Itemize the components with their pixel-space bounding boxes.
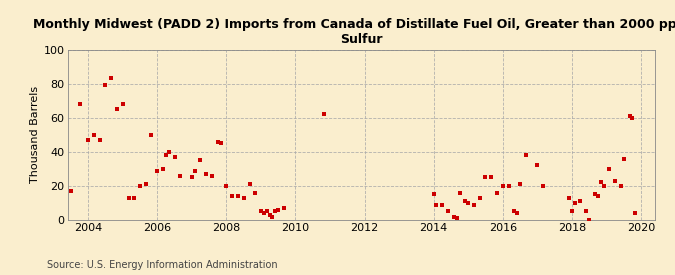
Point (232, 194, 243, 198)
Point (250, 191, 261, 195)
Point (175, 174, 186, 178)
Point (140, 182, 151, 186)
Point (593, 194, 603, 198)
Point (598, 184, 609, 188)
Point (270, 209, 281, 214)
Y-axis label: Thousand Barrels: Thousand Barrels (30, 86, 40, 183)
Point (514, 182, 525, 186)
Point (146, 133, 157, 137)
Point (189, 168, 200, 173)
Point (475, 196, 485, 200)
Point (497, 184, 508, 188)
Point (186, 175, 197, 180)
Point (448, 214, 459, 219)
Point (463, 201, 474, 205)
Point (509, 209, 520, 214)
Point (564, 196, 574, 200)
Point (575, 199, 586, 204)
Point (273, 208, 284, 212)
Point (566, 209, 577, 214)
Point (124, 196, 134, 200)
Point (100, 83, 111, 87)
Point (221, 184, 232, 188)
Point (261, 209, 272, 214)
Point (627, 116, 638, 120)
Point (616, 184, 626, 188)
Point (111, 107, 122, 111)
Point (595, 180, 606, 185)
Point (618, 156, 629, 161)
Point (491, 191, 502, 195)
Point (129, 196, 140, 200)
Point (201, 172, 212, 176)
Point (610, 178, 620, 183)
Point (195, 158, 206, 163)
Point (443, 209, 454, 214)
Point (65, 189, 76, 193)
Point (207, 174, 217, 178)
Point (256, 209, 267, 214)
Point (213, 139, 223, 144)
Point (431, 202, 442, 207)
Point (227, 194, 238, 198)
Point (584, 218, 595, 222)
Point (267, 214, 277, 219)
Point (532, 163, 543, 168)
Point (163, 150, 174, 154)
Point (512, 211, 522, 215)
Point (83, 138, 94, 142)
Point (88, 133, 99, 137)
Point (454, 191, 465, 195)
Point (630, 211, 641, 215)
Point (319, 112, 329, 117)
Point (95, 138, 105, 142)
Point (437, 202, 448, 207)
Point (486, 175, 497, 180)
Point (279, 206, 290, 210)
Point (106, 76, 117, 81)
Point (264, 213, 275, 217)
Point (569, 201, 580, 205)
Point (158, 167, 169, 171)
Point (117, 102, 128, 106)
Title: Monthly Midwest (PADD 2) Imports from Canada of Distillate Fuel Oil, Greater tha: Monthly Midwest (PADD 2) Imports from Ca… (33, 18, 675, 46)
Point (152, 168, 163, 173)
Point (215, 141, 226, 145)
Point (161, 153, 171, 157)
Point (134, 184, 145, 188)
Point (428, 192, 439, 197)
Point (624, 114, 635, 118)
Point (244, 182, 255, 186)
Point (238, 196, 249, 200)
Point (460, 199, 471, 204)
Point (603, 167, 614, 171)
Point (480, 175, 491, 180)
Point (57, 197, 68, 202)
Point (259, 211, 269, 215)
Point (538, 184, 549, 188)
Point (520, 153, 531, 157)
Point (452, 216, 462, 221)
Point (589, 192, 600, 197)
Point (581, 209, 592, 214)
Text: Source: U.S. Energy Information Administration: Source: U.S. Energy Information Administ… (47, 260, 278, 270)
Point (169, 155, 180, 159)
Point (74, 102, 85, 106)
Point (468, 202, 479, 207)
Point (504, 184, 514, 188)
